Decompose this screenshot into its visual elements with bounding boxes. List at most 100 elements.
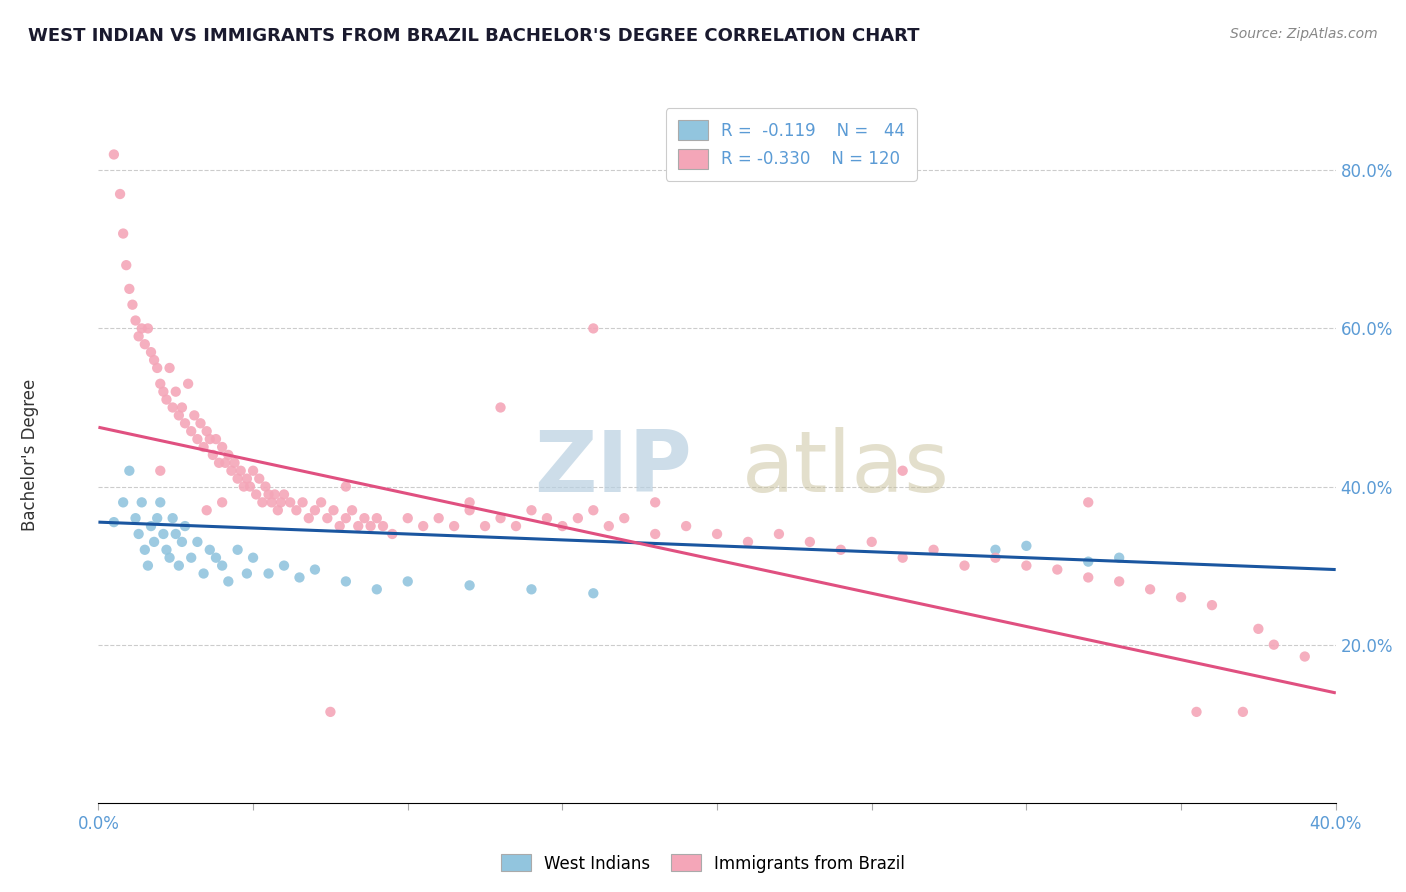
Point: [613, 511, 636, 525]
Point: [371, 519, 394, 533]
Point: [242, 550, 264, 565]
Point: [198, 542, 221, 557]
Point: [180, 424, 202, 438]
Point: [167, 409, 190, 423]
Point: [520, 503, 543, 517]
Point: [124, 313, 146, 327]
Point: [236, 472, 259, 486]
Point: [489, 401, 512, 415]
Point: [799, 534, 821, 549]
Point: [186, 432, 208, 446]
Point: [183, 409, 205, 423]
Point: [128, 329, 150, 343]
Point: [984, 542, 1007, 557]
Point: [118, 464, 141, 478]
Point: [1108, 550, 1130, 565]
Point: [211, 440, 233, 454]
Point: [242, 464, 264, 478]
Point: [1077, 570, 1099, 584]
Point: [582, 503, 605, 517]
Point: [582, 586, 605, 600]
Point: [1077, 495, 1099, 509]
Point: [474, 519, 496, 533]
Text: atlas: atlas: [742, 427, 950, 510]
Point: [860, 534, 883, 549]
Point: [273, 558, 295, 573]
Point: [205, 550, 228, 565]
Point: [335, 574, 357, 589]
Point: [366, 511, 388, 525]
Point: [165, 527, 187, 541]
Point: [505, 519, 527, 533]
Point: [226, 472, 249, 486]
Point: [190, 417, 212, 431]
Point: [152, 384, 174, 399]
Text: WEST INDIAN VS IMMIGRANTS FROM BRAZIL BACHELOR'S DEGREE CORRELATION CHART: WEST INDIAN VS IMMIGRANTS FROM BRAZIL BA…: [28, 27, 920, 45]
Point: [270, 495, 292, 509]
Point: [1108, 574, 1130, 589]
Point: [1015, 539, 1038, 553]
Point: [291, 495, 314, 509]
Point: [112, 227, 135, 241]
Point: [108, 186, 131, 201]
Point: [159, 360, 181, 375]
Point: [322, 503, 344, 517]
Point: [211, 558, 233, 573]
Point: [139, 519, 162, 533]
Point: [224, 456, 246, 470]
Point: [167, 558, 190, 573]
Point: [458, 495, 481, 509]
Point: [134, 542, 156, 557]
Point: [1139, 582, 1161, 597]
Point: [675, 519, 697, 533]
Point: [953, 558, 976, 573]
Point: [396, 511, 419, 525]
Point: [273, 487, 295, 501]
Point: [162, 511, 184, 525]
Point: [162, 401, 184, 415]
Point: [458, 578, 481, 592]
Point: [254, 479, 277, 493]
Point: [149, 495, 172, 509]
Point: [1201, 598, 1223, 612]
Point: [582, 321, 605, 335]
Point: [155, 542, 177, 557]
Point: [567, 511, 589, 525]
Point: [252, 495, 274, 509]
Point: [360, 519, 382, 533]
Point: [260, 495, 283, 509]
Point: [214, 456, 236, 470]
Point: [159, 550, 181, 565]
Point: [174, 519, 197, 533]
Point: [236, 566, 259, 581]
Point: [146, 360, 169, 375]
Legend: R =  -0.119    N =   44, R = -0.330    N = 120: R = -0.119 N = 44, R = -0.330 N = 120: [666, 109, 917, 181]
Point: [232, 479, 254, 493]
Point: [131, 321, 153, 335]
Point: [193, 440, 215, 454]
Point: [598, 519, 620, 533]
Point: [278, 495, 301, 509]
Point: [309, 495, 332, 509]
Point: [143, 534, 166, 549]
Text: ZIP: ZIP: [534, 427, 692, 510]
Point: [298, 511, 321, 525]
Point: [136, 558, 159, 573]
Point: [174, 417, 197, 431]
Point: [1185, 705, 1208, 719]
Point: [149, 376, 172, 391]
Point: [412, 519, 434, 533]
Point: [103, 147, 125, 161]
Point: [830, 542, 852, 557]
Point: [229, 464, 252, 478]
Point: [124, 511, 146, 525]
Point: [146, 511, 169, 525]
Point: [1015, 558, 1038, 573]
Point: [149, 464, 172, 478]
Point: [152, 527, 174, 541]
Point: [551, 519, 574, 533]
Point: [347, 519, 370, 533]
Point: [139, 345, 162, 359]
Point: [177, 376, 200, 391]
Point: [288, 570, 311, 584]
